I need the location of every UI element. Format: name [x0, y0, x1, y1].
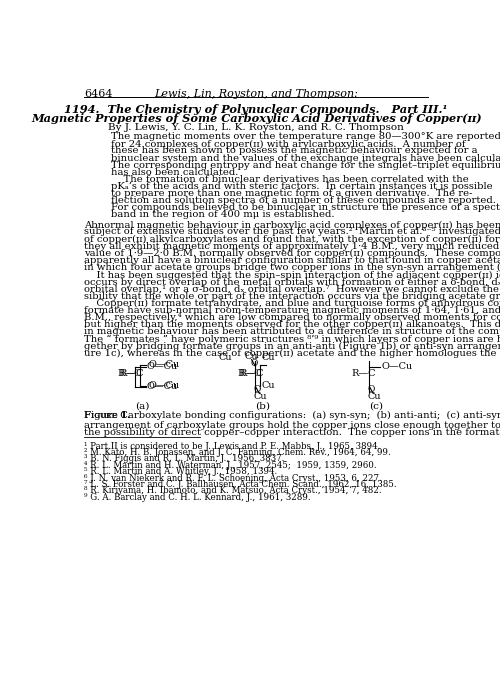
Text: ⁵ R. L. Martin and A. Whitley, J., 1958, 1394.: ⁵ R. L. Martin and A. Whitley, J., 1958,… — [84, 467, 278, 476]
Text: (a): (a) — [135, 402, 150, 411]
Text: 6464: 6464 — [84, 89, 112, 99]
Text: R—C: R—C — [119, 369, 144, 378]
Text: Cu: Cu — [254, 392, 267, 401]
Text: the possibility of direct copper–copper interaction.  The copper ions in the for: the possibility of direct copper–copper … — [84, 428, 500, 437]
Text: Cu: Cu — [244, 352, 258, 361]
Text: O—Cu: O—Cu — [147, 362, 178, 371]
Text: Cu: Cu — [367, 392, 381, 401]
Text: orbital overlap,¹ or a σ-bond, dₓ orbital overlap.⁷  However we cannot exclude t: orbital overlap,¹ or a σ-bond, dₓ orbita… — [84, 285, 500, 294]
Text: subject of extensive studies over the past few years.²  Martin et al.³⁻⁵ investi: subject of extensive studies over the pa… — [84, 227, 500, 236]
Text: ¹ Part II is considered to be J. Lewis and P. E. Mabbs, J., 1965, 3894.: ¹ Part II is considered to be J. Lewis a… — [84, 441, 380, 451]
Text: ⁴ R. L. Martin and H. Waterman, J., 1957, 2545;  1959, 1359, 2960.: ⁴ R. L. Martin and H. Waterman, J., 1957… — [84, 461, 377, 470]
Text: B.M., respectively,⁴ which are low compared to normally observed moments for cop: B.M., respectively,⁴ which are low compa… — [84, 313, 500, 323]
Text: binuclear system and the values of the exchange integrals have been calculated.: binuclear system and the values of the e… — [110, 153, 500, 162]
Text: ² M. Kato, H. B. Jonassen, and J. C. Fanning, Chem. Rev., 1964, 64, 99.: ² M. Kato, H. B. Jonassen, and J. C. Fan… — [84, 448, 391, 457]
Text: in magnetic behaviour has been attributed to a difference in structure of the co: in magnetic behaviour has been attribute… — [84, 327, 500, 336]
Text: gether by bridging formate groups in an anti-anti (Figure 1b) or anti-syn arrang: gether by bridging formate groups in an … — [84, 342, 500, 351]
Text: The formation of binuclear derivatives has been correlated with the: The formation of binuclear derivatives h… — [110, 175, 469, 184]
Text: Fɪɢᴜʀᴇ 1.: Fɪɢᴜʀᴇ 1. — [84, 411, 130, 420]
Text: pKₐ’s of the acids and with steric factors.  In certain instances it is possible: pKₐ’s of the acids and with steric facto… — [110, 182, 492, 191]
Text: ⁹ G. A. Barclay and C. H. L. Kennard, J., 1961, 3289.: ⁹ G. A. Barclay and C. H. L. Kennard, J.… — [84, 493, 311, 502]
Text: The magnetic moments over the temperature range 80—300°K are reported: The magnetic moments over the temperatur… — [110, 132, 500, 141]
Text: R—C: R—C — [352, 369, 376, 378]
Text: of copper(ɪɪ) alkylcarboxylates and found that, with the exception of copper(ɪɪ): of copper(ɪɪ) alkylcarboxylates and foun… — [84, 234, 500, 244]
Text: 1194.  The Chemistry of Polynuclear Compounds.   Part III.¹: 1194. The Chemistry of Polynuclear Compo… — [64, 104, 448, 115]
Text: Abnormal magnetic behaviour in carboxylic acid complexes of copper(ɪɪ) has been : Abnormal magnetic behaviour in carboxyli… — [84, 221, 500, 230]
Text: but higher than the moments observed for the other copper(ɪɪ) alkanoates.  This : but higher than the moments observed for… — [84, 320, 500, 329]
Text: O—Cu: O—Cu — [148, 382, 180, 390]
Text: Figure 1.: Figure 1. — [84, 411, 131, 420]
Text: R—C: R—C — [118, 369, 142, 378]
Text: occurs by direct overlap of the metal orbitals with formation of either a δ-bond: occurs by direct overlap of the metal or… — [84, 278, 500, 287]
Text: ³ B. N. Figgis and R. L. Martin, J., 1956, 3837.: ³ B. N. Figgis and R. L. Martin, J., 195… — [84, 454, 284, 464]
Text: flection and solution spectra of a number of these compounds are reported.: flection and solution spectra of a numbe… — [110, 196, 496, 205]
Text: The “ formates ” have polymeric structures ⁸’⁹ in which layers of copper ions ar: The “ formates ” have polymeric structur… — [84, 335, 500, 344]
Text: Lewis, Lin, Royston, and Thompson:: Lewis, Lin, Royston, and Thompson: — [154, 89, 358, 99]
Text: For compounds believed to be binuclear in structure the presence of a spectral: For compounds believed to be binuclear i… — [110, 203, 500, 212]
Text: ⁸ R. Kiriyama, H. Ibamoto, and K. Matsuo, Acta Cryst., 1954, 7, 482.: ⁸ R. Kiriyama, H. Ibamoto, and K. Matsuo… — [84, 486, 382, 496]
Text: O—Cu: O—Cu — [148, 361, 180, 369]
Text: for 24 complexes of copper(ɪɪ) with arylcarboxylic acids.  A number of: for 24 complexes of copper(ɪɪ) with aryl… — [110, 139, 465, 149]
Text: O—Cu: O—Cu — [147, 382, 178, 391]
Text: (c): (c) — [370, 402, 384, 411]
Text: Magnetic Properties of Some Carboxylic Acid Derivatives of Copper(ɪɪ): Magnetic Properties of Some Carboxylic A… — [31, 113, 482, 124]
Text: O—Cu: O—Cu — [381, 362, 412, 371]
Text: ure 1c), whereas in the case of copper(ɪɪ) acetate and the higher homologues the: ure 1c), whereas in the case of copper(ɪ… — [84, 349, 500, 358]
Text: Cu: Cu — [262, 353, 276, 362]
Text: to prepare more than one magnetic form of a given derivative.  The re-: to prepare more than one magnetic form o… — [110, 189, 472, 198]
Text: R—C: R—C — [239, 369, 264, 378]
Text: band in the region of 400 mμ is established.: band in the region of 400 mμ is establis… — [110, 210, 334, 219]
Text: ⁷ L. S. Forster and C. J. Ballhausen, Acta Chem. Scand., 1962, 16, 1385.: ⁷ L. S. Forster and C. J. Ballhausen, Ac… — [84, 480, 397, 489]
Text: apparently all have a binuclear configuration similar to that found in copper ac: apparently all have a binuclear configur… — [84, 256, 500, 265]
Text: It has been suggested that the spin–spin interaction of the adjacent copper(ɪɪ) : It has been suggested that the spin–spin… — [84, 271, 500, 280]
Text: (b): (b) — [255, 402, 270, 411]
Text: in which four acetate groups bridge two copper ions in the syn-syn arrangement (: in which four acetate groups bridge two … — [84, 263, 500, 272]
Text: O: O — [254, 385, 260, 394]
Text: Carboxylate bonding configurations:  (a) syn-syn;  (b) anti-anti;  (c) anti-syn: Carboxylate bonding configurations: (a) … — [114, 411, 500, 420]
Text: these has been shown to possess the magnetic behaviour expected for a: these has been shown to possess the magn… — [110, 147, 477, 155]
Text: By J. Lewis, Y. C. Lin, L. K. Royston, and R. C. Thompson: By J. Lewis, Y. C. Lin, L. K. Royston, a… — [108, 123, 404, 132]
Text: value of 1·9—2·0 B.M. normally observed for copper(ɪɪ) compounds.  These compoun: value of 1·9—2·0 B.M. normally observed … — [84, 249, 500, 258]
Text: ⁶ J. N. van Niekerk and R. F. L. Schoening, Acta Cryst., 1953, 6, 227.: ⁶ J. N. van Niekerk and R. F. L. Schoeni… — [84, 474, 382, 483]
Text: Cu: Cu — [262, 382, 276, 390]
Text: sibility that the whole or part of the interaction occurs via the bridging aceta: sibility that the whole or part of the i… — [84, 292, 500, 301]
Text: has also been calculated.: has also been calculated. — [110, 168, 238, 177]
Text: R—C: R—C — [238, 369, 262, 378]
Text: formate have sub-normal room-temperature magnetic moments of 1·64, 1·61, and 1·7: formate have sub-normal room-temperature… — [84, 306, 500, 315]
Text: they all exhibit magnetic moments of approximately 1·4 B.M., very much reduced f: they all exhibit magnetic moments of app… — [84, 242, 500, 251]
Text: Cu: Cu — [218, 353, 232, 362]
Text: O: O — [250, 359, 258, 368]
Text: O: O — [368, 385, 374, 394]
Text: Copper(ɪɪ) formate tetrahydrate, and blue and turquoise forms of anhydrous coppe: Copper(ɪɪ) formate tetrahydrate, and blu… — [84, 299, 500, 308]
Text: arrangement of carboxylate groups hold the copper ions close enough together to : arrangement of carboxylate groups hold t… — [84, 420, 500, 430]
Text: The corresponding entropy and heat change for the singlet–triplet equilibrium: The corresponding entropy and heat chang… — [110, 161, 500, 170]
